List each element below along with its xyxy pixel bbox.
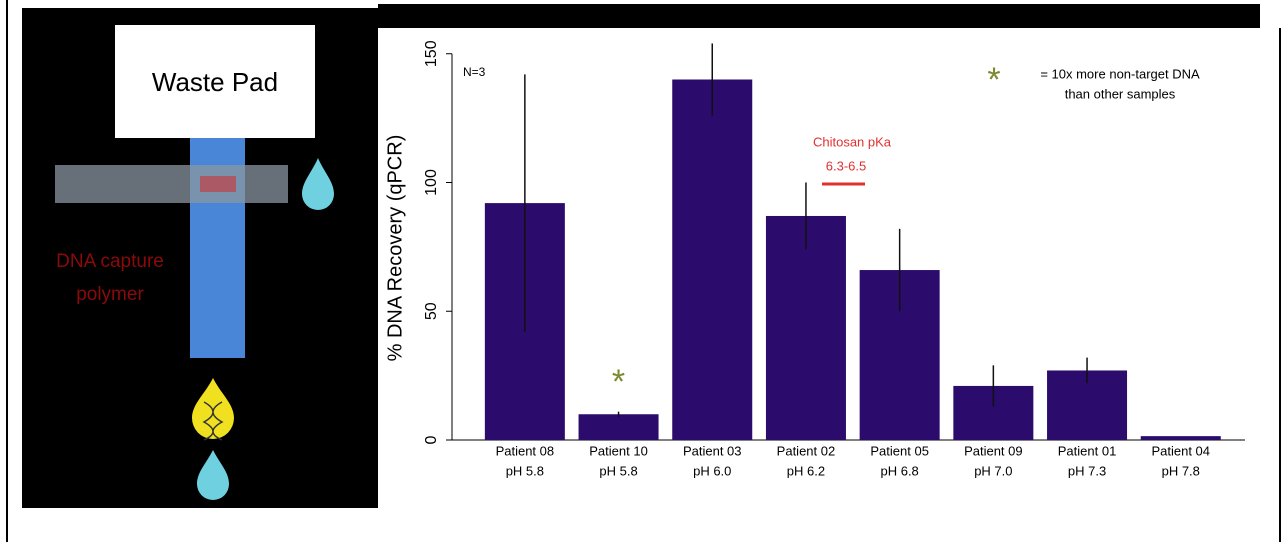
x-tick-label: Patient 03 <box>683 443 742 458</box>
sample-drop <box>192 378 234 439</box>
x-tick-label: Patient 05 <box>870 443 929 458</box>
y-tick-label: 50 <box>423 302 440 320</box>
bar <box>672 79 753 440</box>
y-tick-label: 100 <box>423 169 440 196</box>
x-tick-label: pH 7.0 <box>974 463 1012 478</box>
x-tick-label: pH 6.8 <box>880 463 918 478</box>
drop <box>302 158 334 210</box>
sample-star: * <box>612 363 625 401</box>
annotation: N=3 <box>463 65 486 79</box>
x-tick-label: Patient 09 <box>964 443 1023 458</box>
y-tick-label: 150 <box>423 40 440 67</box>
waste-pad <box>115 25 315 138</box>
x-tick-label: Patient 01 <box>1058 443 1117 458</box>
dna-icon <box>202 401 224 441</box>
capture-bar <box>55 165 288 203</box>
capture-zone <box>200 176 236 192</box>
capture-label: DNA capture <box>56 251 164 272</box>
legend-star: * <box>987 61 1000 99</box>
x-tick-label: Patient 08 <box>496 443 555 458</box>
x-tick-label: pH 5.8 <box>599 463 637 478</box>
x-tick-label: Patient 02 <box>777 443 836 458</box>
x-tick-label: pH 6.2 <box>787 463 825 478</box>
x-tick-label: Patient 10 <box>589 443 648 458</box>
legend-text: than other samples <box>1065 86 1176 101</box>
annotation: Chitosan pKa <box>813 134 892 149</box>
top-band <box>378 4 1260 28</box>
x-tick-label: pH 7.3 <box>1068 463 1106 478</box>
legend-text: = 10x more non-target DNA <box>1040 66 1200 81</box>
bar <box>765 215 846 440</box>
waste-pad-label: Waste Pad <box>152 67 278 97</box>
x-tick-label: pH 7.8 <box>1162 463 1200 478</box>
x-tick-label: pH 6.0 <box>693 463 731 478</box>
capture-label: polymer <box>76 284 144 305</box>
x-tick-label: pH 5.8 <box>506 463 544 478</box>
drop <box>197 450 229 500</box>
y-tick-label: 0 <box>423 435 440 444</box>
bar <box>578 414 659 440</box>
bar <box>1140 436 1221 440</box>
y-axis-label: % DNA Recovery (qPCR) <box>384 135 406 362</box>
annotation: 6.3-6.5 <box>826 158 866 173</box>
x-tick-label: Patient 04 <box>1151 443 1210 458</box>
